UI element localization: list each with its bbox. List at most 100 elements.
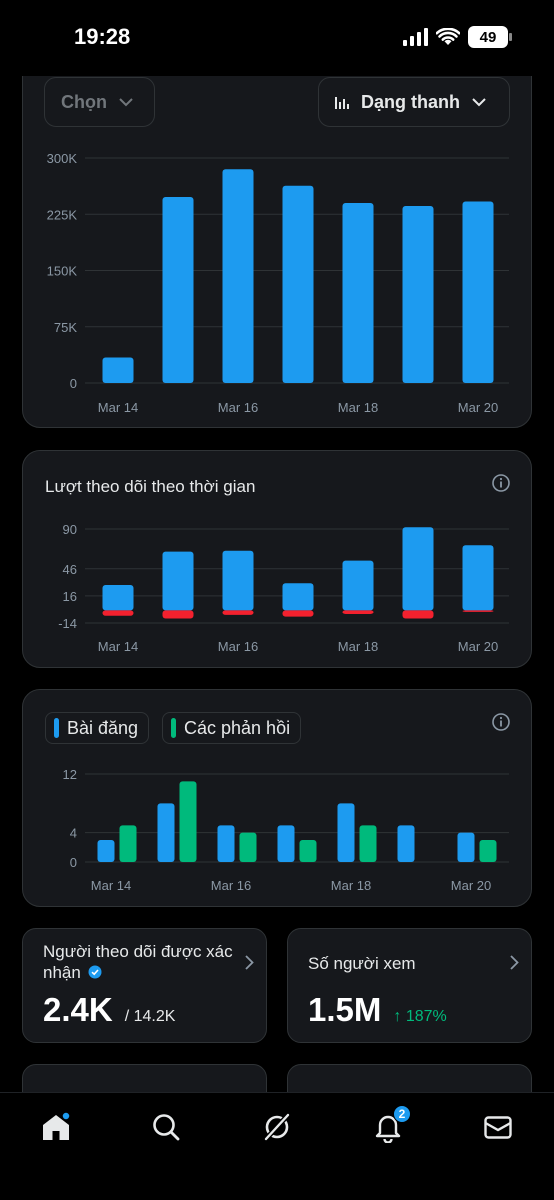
chevron-right-icon — [245, 955, 254, 970]
filter-dropdown-label: Chọn — [61, 91, 107, 112]
viewers-label: Số người xem — [308, 954, 416, 973]
y-tick-label: 0 — [70, 855, 77, 870]
legend-replies-swatch — [171, 718, 176, 738]
chart-bar — [179, 781, 197, 862]
chart-bar — [157, 803, 175, 862]
verified-followers-label: Người theo dõi được xác nhận — [43, 942, 233, 982]
chart-bar — [397, 825, 415, 862]
viewers-card[interactable]: Số người xem 1.5M ↑ 187% — [287, 928, 532, 1043]
chart-type-label: Dạng thanh — [361, 91, 460, 112]
x-tick-label: Mar 16 — [218, 639, 258, 654]
verified-followers-total: / 14.2K — [124, 1008, 176, 1025]
legend-replies[interactable]: Các phản hồi — [162, 712, 302, 744]
chart-bar — [222, 610, 254, 615]
chevron-down-icon — [472, 97, 486, 106]
info-icon[interactable] — [491, 473, 511, 493]
y-tick-label: -14 — [58, 616, 77, 631]
chart-bar — [222, 550, 254, 611]
y-tick-label: 0 — [70, 376, 77, 391]
info-icon[interactable] — [491, 712, 511, 732]
status-icons: 49 — [403, 26, 512, 48]
chart-type-dropdown[interactable]: Dạng thanh — [318, 77, 510, 127]
chart-bar — [342, 203, 374, 383]
chart-bar — [342, 560, 374, 611]
y-tick-label: 300K — [47, 151, 78, 166]
y-tick-label: 12 — [63, 767, 77, 782]
chart-bar — [359, 825, 377, 862]
chart-bar — [162, 551, 194, 611]
x-tick-label: Mar 14 — [98, 400, 138, 415]
chart-bar — [282, 185, 314, 383]
y-tick-label: 90 — [63, 522, 77, 537]
chart-bar — [277, 825, 295, 862]
impressions-bar-chart: 300K 225K 150K 75K 0 Mar 14 Mar 16 Mar 18 Mar 20 — [47, 151, 509, 415]
legend-posts[interactable]: Bài đăng — [45, 712, 150, 744]
chart-bar — [462, 201, 494, 383]
x-tick-label: Mar 20 — [458, 639, 498, 654]
home-icon[interactable] — [40, 1111, 72, 1143]
y-tick-label: 150K — [47, 264, 78, 279]
posts-replies-chart-card: Bài đăng Các phản hồi 12 4 0 Mar 14 Mar 16 Ma… — [22, 689, 532, 907]
viewers-value: 1.5M ↑ 187% — [308, 991, 447, 1028]
cellular-signal-icon — [403, 28, 428, 46]
chart-bar — [217, 825, 235, 862]
x-tick-label: Mar 20 — [458, 400, 498, 415]
impressions-chart-card: Chọn Dạng thanh 300K 225K 150K 75K 0 Mar 14 Ma… — [22, 40, 532, 428]
chart-bar — [299, 840, 317, 862]
notifications-badge: 2 — [393, 1105, 411, 1123]
x-tick-label: Mar 18 — [338, 400, 378, 415]
y-tick-label: 16 — [63, 589, 77, 604]
x-tick-label: Mar 16 — [218, 400, 258, 415]
x-tick-label: Mar 20 — [451, 878, 491, 893]
posts-replies-bar-chart: 12 4 0 Mar 14 Mar 16 Mar 18 Mar 20 — [63, 767, 509, 893]
verified-followers-card[interactable]: Người theo dõi được xác nhận 2.4K/ 14.2K — [22, 928, 267, 1043]
x-tick-label: Mar 14 — [98, 639, 138, 654]
grok-icon[interactable] — [261, 1111, 293, 1143]
followers-chart-card: Lượt theo dõi theo thời gian 90 46 16 -14 Ma… — [22, 450, 532, 668]
legend-posts-swatch — [54, 718, 59, 738]
status-time: 19:28 — [74, 24, 131, 49]
chart-bar — [102, 585, 134, 611]
chart-bar — [102, 357, 134, 383]
viewers-change: ↑ 187% — [393, 1008, 447, 1025]
legend-replies-label: Các phản hồi — [184, 717, 291, 738]
chart-bar — [457, 832, 475, 862]
chart-bar — [97, 840, 115, 862]
bottom-navigation: 2 — [0, 1092, 554, 1200]
messages-icon[interactable] — [482, 1111, 514, 1143]
chevron-down-icon — [119, 97, 133, 106]
verified-followers-value: 2.4K/ 14.2K — [43, 991, 176, 1028]
chart-bar — [462, 545, 494, 611]
x-tick-label: Mar 16 — [211, 878, 251, 893]
chart-bar — [402, 527, 434, 611]
filter-dropdown[interactable]: Chọn — [44, 77, 155, 127]
chart-bar — [102, 610, 134, 616]
chart-bar — [239, 832, 257, 862]
bar-chart-icon — [335, 97, 349, 109]
status-bar: 19:28 49 — [0, 0, 554, 76]
x-tick-label: Mar 18 — [331, 878, 371, 893]
followers-chart-title: Lượt theo dõi theo thời gian — [45, 477, 256, 496]
wifi-icon — [436, 28, 460, 45]
chart-bar — [479, 840, 497, 862]
chart-bar — [282, 610, 314, 617]
x-tick-label: Mar 14 — [91, 878, 131, 893]
battery-indicator: 49 — [468, 26, 512, 48]
chart-bar — [222, 169, 254, 383]
notifications-icon[interactable] — [372, 1111, 404, 1143]
chart-bar — [162, 197, 194, 383]
chart-bar — [162, 610, 194, 619]
chart-bar — [402, 610, 434, 619]
y-tick-label: 46 — [63, 562, 77, 577]
chart-bar — [337, 803, 355, 862]
chevron-right-icon — [510, 955, 519, 970]
y-tick-label: 225K — [47, 207, 78, 222]
chart-bar — [462, 610, 494, 612]
y-tick-label: 4 — [70, 826, 77, 841]
search-icon[interactable] — [150, 1111, 182, 1143]
followers-bar-chart: 90 46 16 -14 Mar 14 Mar 16 Mar 18 Mar 20 — [58, 522, 509, 654]
verified-badge-icon — [88, 965, 102, 979]
chart-bar — [119, 825, 137, 862]
x-tick-label: Mar 18 — [338, 639, 378, 654]
chart-bar — [402, 206, 434, 383]
